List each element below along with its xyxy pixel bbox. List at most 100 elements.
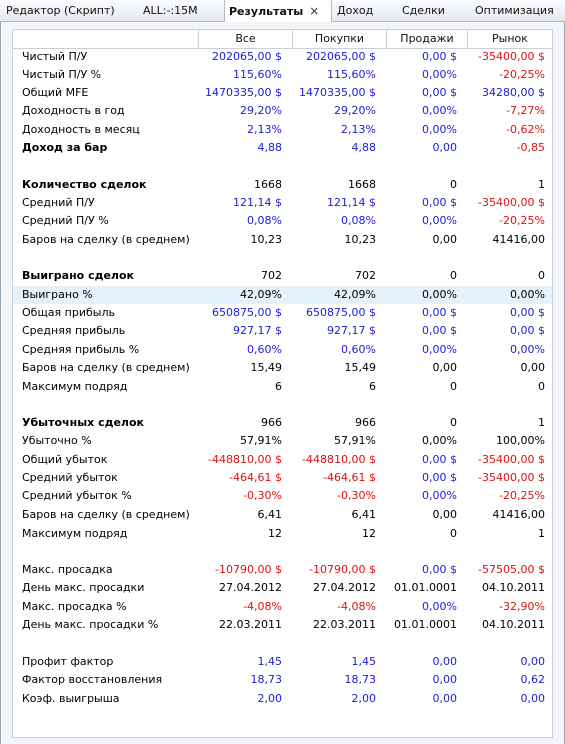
row-label: Чистый П/У [22, 50, 88, 63]
value-cell: 2,13% [247, 123, 282, 136]
value-cell: 12 [268, 527, 282, 540]
column-header-short[interactable]: Продажи [386, 30, 467, 48]
value-cell: 0,00 [432, 508, 458, 521]
table-header: Все Покупки Продажи Рынок [13, 30, 552, 49]
table-row[interactable]: Общий MFE 1470335,00 $ 1470335,00 $ 0,00 $ 3… [13, 84, 552, 102]
value-cell: 0,00 [432, 233, 458, 246]
table-row[interactable]: Чистый П/У 202065,00 $ 202065,00 $ 0,00 $ -3… [13, 48, 552, 66]
value-cell: 29,20% [240, 104, 282, 117]
table-row[interactable]: Средняя прибыль 927,17 $ 927,17 $ 0,00 $ 0,0… [13, 322, 552, 340]
value-cell: 0,00 [520, 361, 546, 374]
value-cell: -448810,00 $ [208, 453, 282, 466]
row-label: День макс. просадки % [22, 618, 159, 631]
value-cell: -10790,00 $ [215, 563, 282, 576]
tab-label: Сделки [402, 4, 445, 17]
table-row[interactable]: Средний П/У 121,14 $ 121,14 $ 0,00 $ -35400,… [13, 194, 552, 212]
table-row[interactable]: Убыточных сделок 966 966 0 1 [13, 414, 552, 432]
row-label: Коэф. выигрыша [22, 692, 120, 705]
row-label: Выиграно сделок [22, 269, 135, 282]
table-row[interactable]: Доходность в месяц 2,13% 2,13% 0,00% -0,62% [13, 121, 552, 139]
table-row[interactable]: Максимум подряд 6 6 0 0 [13, 378, 552, 396]
table-row[interactable]: Доходность в год 29,20% 29,20% 0,00% -7,27% [13, 102, 552, 120]
value-cell: 0,00 [432, 655, 458, 668]
value-cell: -0,85 [516, 141, 545, 154]
row-label: Средний убыток [22, 471, 118, 484]
table-row[interactable]: Фактор восстановления 18,73 18,73 0,00 0,62 [13, 671, 552, 689]
row-label: Баров на сделку (в среднем) [22, 233, 190, 246]
tab-results[interactable]: Результаты × [224, 0, 332, 23]
value-cell: 0,00 $ [422, 196, 457, 209]
row-label: Общая прибыль [22, 306, 115, 319]
tab-label: Доход [337, 4, 374, 17]
table-row[interactable]: Максимум подряд 12 12 0 1 [13, 525, 552, 543]
value-cell: 0,00% [422, 600, 457, 613]
table-row[interactable]: Баров на сделку (в среднем) 10,23 10,23 0,0… [13, 231, 552, 249]
table-row[interactable]: Выиграно сделок 702 702 0 0 [13, 267, 552, 285]
tab-optimization[interactable]: Оптимизация [471, 0, 558, 22]
table-row[interactable]: День макс. просадки 27.04.2012 27.04.2012 0… [13, 579, 552, 597]
tab-script-editor[interactable]: Редактор (Скрипт) [2, 0, 119, 22]
row-label: Профит фактор [22, 655, 114, 668]
table-row[interactable]: Общий убыток -448810,00 $ -448810,00 $ 0,00… [13, 451, 552, 469]
value-cell: 6 [275, 380, 282, 393]
column-header-all[interactable]: Все [198, 30, 292, 48]
value-cell: 41416,00 [492, 233, 546, 246]
value-cell: 0,00 $ [422, 563, 457, 576]
table-row[interactable]: Баров на сделку (в среднем) 6,41 6,41 0,00 4… [13, 506, 552, 524]
results-panel: Все Покупки Продажи Рынок Чистый П/У 2020… [0, 22, 565, 744]
value-cell: 42,09% [334, 288, 376, 301]
row-label: Чистый П/У % [22, 68, 102, 81]
tab-trades[interactable]: Сделки [398, 0, 449, 22]
value-cell: 1470335,00 $ [205, 86, 282, 99]
value-cell: 0 [450, 527, 457, 540]
tab-label: Редактор (Скрипт) [6, 4, 115, 17]
table-row[interactable]: Коэф. выигрыша 2,00 2,00 0,00 0,00 [13, 690, 552, 708]
table-row[interactable]: Средний убыток % -0,30% -0,30% 0,00% -20,25% [13, 487, 552, 505]
table-row[interactable]: Баров на сделку (в среднем) 15,49 15,49 0,0… [13, 359, 552, 377]
column-header-long[interactable]: Покупки [292, 30, 386, 48]
tab-instrument[interactable]: ALL:-:15M [139, 0, 202, 22]
table-row[interactable]: Средняя прибыль % 0,60% 0,60% 0,00% 0,00% [13, 341, 552, 359]
table-row[interactable]: Макс. просадка -10790,00 $ -10790,00 $ 0,00… [13, 561, 552, 579]
value-cell: -4,08% [337, 600, 376, 613]
table-row[interactable]: Макс. просадка % -4,08% -4,08% 0,00% -32,90% [13, 598, 552, 616]
table-row[interactable]: Общая прибыль 650875,00 $ 650875,00 $ 0,00 … [13, 304, 552, 322]
value-cell: 121,14 $ [327, 196, 376, 209]
value-cell: 0,60% [247, 343, 282, 356]
row-label: Выиграно % [22, 288, 93, 301]
value-cell: 15,49 [250, 361, 283, 374]
value-cell: 0,00% [422, 434, 457, 447]
value-cell: 202065,00 $ [306, 50, 376, 63]
row-label: Убыточно % [22, 434, 92, 447]
value-cell: -10790,00 $ [309, 563, 376, 576]
row-label: Максимум подряд [22, 380, 128, 393]
table-row[interactable]: Количество сделок 1668 1668 0 1 [13, 176, 552, 194]
value-cell: 04.10.2011 [482, 581, 545, 594]
tab-income[interactable]: Доход [333, 0, 377, 22]
value-cell: 0 [538, 380, 545, 393]
value-cell: 650875,00 $ [306, 306, 376, 319]
value-cell: 0,08% [247, 214, 282, 227]
table-row[interactable]: Доход за бар 4,88 4,88 0,00 -0,85 [13, 139, 552, 157]
table-row[interactable]: День макс. просадки % 22.03.2011 22.03.201… [13, 616, 552, 634]
value-cell: 100,00% [496, 434, 545, 447]
value-cell: 12 [362, 527, 376, 540]
row-label: Средний П/У [22, 196, 95, 209]
table-row[interactable]: Убыточно % 57,91% 57,91% 0,00% 100,00% [13, 432, 552, 450]
value-cell: 0,00 $ [422, 324, 457, 337]
value-cell: 0,00 $ [422, 306, 457, 319]
table-row[interactable]: Чистый П/У % 115,60% 115,60% 0,00% -20,25% [13, 66, 552, 84]
row-label: Фактор восстановления [22, 673, 163, 686]
column-header-market[interactable]: Рынок [467, 30, 552, 48]
close-icon[interactable]: × [309, 4, 320, 18]
value-cell: 0,00% [422, 489, 457, 502]
table-row[interactable]: Средний П/У % 0,08% 0,08% 0,00% -20,25% [13, 212, 552, 230]
value-cell: 0 [538, 269, 545, 282]
tab-label: Оптимизация [475, 4, 554, 17]
value-cell: 1668 [254, 178, 282, 191]
table-row[interactable]: Средний убыток -464,61 $ -464,61 $ 0,00 $ -3… [13, 469, 552, 487]
table-row[interactable]: Профит фактор 1,45 1,45 0,00 0,00 [13, 653, 552, 671]
value-cell: 18,73 [344, 673, 377, 686]
row-label: Средняя прибыль % [22, 343, 140, 356]
table-row[interactable]: Выиграно % 42,09% 42,09% 0,00% 0,00% [13, 286, 552, 304]
